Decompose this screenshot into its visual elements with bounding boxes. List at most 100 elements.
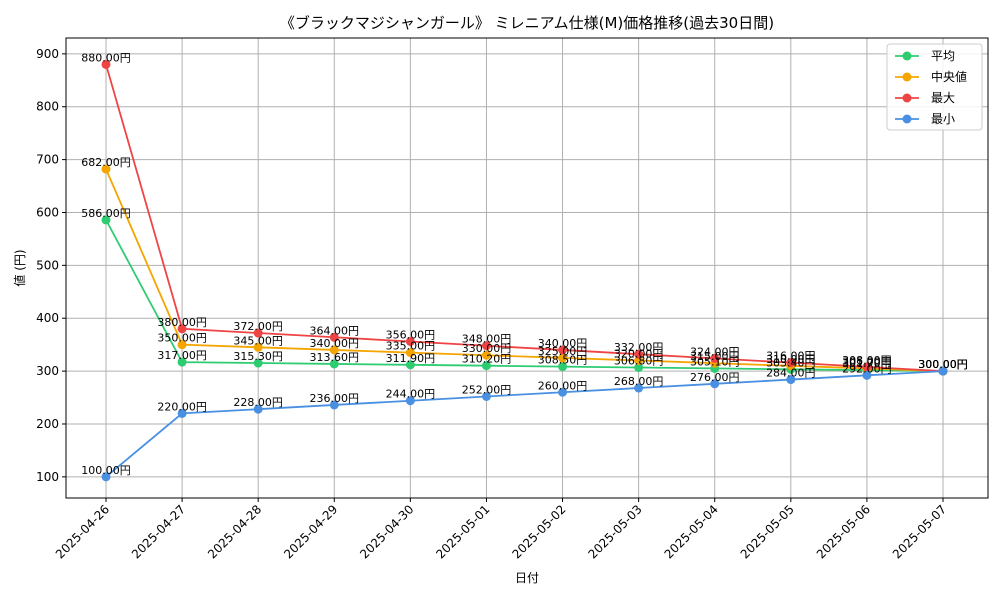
- data-point: [710, 353, 720, 363]
- data-point: [101, 472, 111, 482]
- data-point: [253, 404, 263, 414]
- x-tick-label: 2025-04-30: [357, 502, 416, 561]
- data-point: [634, 356, 644, 366]
- data-label: 682.00円: [81, 156, 131, 169]
- y-tick-label: 400: [36, 311, 59, 325]
- data-label: 306.80円: [614, 355, 664, 368]
- x-tick-label: 2025-04-26: [53, 502, 112, 561]
- series-line: [105, 370, 944, 478]
- x-tick-label: 2025-04-27: [129, 502, 188, 561]
- data-label: 300.00円: [918, 358, 968, 371]
- data-point: [177, 340, 187, 350]
- data-point: [786, 375, 796, 385]
- data-label: 317.00円: [157, 349, 207, 362]
- data-point: [329, 345, 339, 355]
- data-label: 345.00円: [233, 334, 283, 347]
- series-line: [105, 64, 944, 373]
- data-label: 364.00円: [310, 324, 360, 337]
- plot-frame: [65, 37, 989, 499]
- legend-entry: 最大: [931, 91, 955, 105]
- data-label: 305.00円: [842, 355, 892, 368]
- data-point: [329, 400, 339, 410]
- data-label: 310.00円: [766, 353, 816, 366]
- data-point: [786, 358, 796, 368]
- data-point: [101, 215, 111, 225]
- data-point: [558, 353, 568, 363]
- data-label: 372.00円: [233, 320, 283, 333]
- data-labels: 586.00円 317.00円 315.30円 313.60円 311.90円 310.2…: [81, 51, 968, 476]
- data-point: [481, 350, 491, 360]
- data-point: [177, 324, 187, 334]
- series-line: [105, 168, 944, 373]
- data-point: [329, 332, 339, 342]
- data-point: [481, 341, 491, 351]
- y-tick-label: 900: [36, 47, 59, 61]
- data-label: 276.00円: [690, 371, 740, 384]
- data-point: [405, 348, 415, 358]
- data-point: [177, 408, 187, 418]
- data-label: 880.00円: [81, 51, 131, 64]
- x-tick-label: 2025-04-28: [205, 502, 264, 561]
- data-label: 380.00円: [157, 316, 207, 329]
- data-label: 330.00円: [462, 342, 512, 355]
- y-tick-label: 200: [36, 417, 59, 431]
- data-point: [862, 370, 872, 380]
- y-tick-label: 600: [36, 205, 59, 219]
- data-label: 308.50円: [538, 354, 588, 367]
- x-tick-label: 2025-05-05: [738, 502, 797, 561]
- data-point: [405, 396, 415, 406]
- data-point: [938, 366, 948, 376]
- legend-marker: [902, 72, 912, 82]
- data-label: 100.00円: [81, 464, 131, 477]
- x-tick-label: 2025-05-01: [433, 502, 492, 561]
- data-label: 284.00円: [766, 367, 816, 380]
- data-point: [634, 363, 644, 373]
- x-tick-label: 2025-05-06: [814, 502, 873, 561]
- data-point: [481, 391, 491, 401]
- legend-box: [886, 43, 983, 131]
- data-point: [481, 361, 491, 371]
- legend-marker: [902, 51, 912, 61]
- data-point: [558, 387, 568, 397]
- data-label: 252.00円: [462, 383, 512, 396]
- data-label: 335.00円: [386, 340, 436, 353]
- data-point: [634, 383, 644, 393]
- data-label: 303.40円: [766, 356, 816, 369]
- data-point: [101, 59, 111, 69]
- y-tick-label: 700: [36, 153, 59, 167]
- data-label: 305.10円: [690, 355, 740, 368]
- legend-entry: 平均: [931, 49, 955, 63]
- y-tick-label: 300: [36, 364, 59, 378]
- data-label: 300.00円: [918, 358, 968, 371]
- data-label: 340.00円: [310, 337, 360, 350]
- x-tick-label: 2025-05-03: [586, 502, 645, 561]
- data-label: 332.00円: [614, 341, 664, 354]
- grid: [66, 38, 988, 498]
- y-tick-label: 500: [36, 258, 59, 272]
- data-label: 308.00円: [842, 354, 892, 367]
- data-label: 315.30円: [233, 350, 283, 363]
- data-label: 228.00円: [233, 396, 283, 409]
- data-label: 325.00円: [538, 345, 588, 358]
- data-label: 301.70円: [842, 357, 892, 370]
- x-tick-label: 2025-05-02: [509, 502, 568, 561]
- series-line: [105, 219, 944, 373]
- data-point: [558, 362, 568, 372]
- chart-title: 《ブラックマジシャンガール》 ミレニアム仕様(M)価格推移(過去30日間): [280, 14, 774, 32]
- legend-entry: 中央値: [931, 69, 967, 84]
- data-point: [634, 349, 644, 359]
- data-point: [710, 379, 720, 389]
- data-label: 292.00円: [842, 362, 892, 375]
- data-point: [329, 359, 339, 369]
- x-tick-label: 2025-05-04: [662, 502, 721, 561]
- data-point: [101, 164, 111, 174]
- data-label: 356.00円: [386, 328, 436, 341]
- legend-marker: [902, 93, 912, 103]
- data-label: 350.00円: [157, 332, 207, 345]
- data-label: 586.00円: [81, 207, 131, 220]
- data-point: [177, 357, 187, 367]
- legend-entry: 最小: [931, 112, 955, 126]
- data-point: [405, 336, 415, 346]
